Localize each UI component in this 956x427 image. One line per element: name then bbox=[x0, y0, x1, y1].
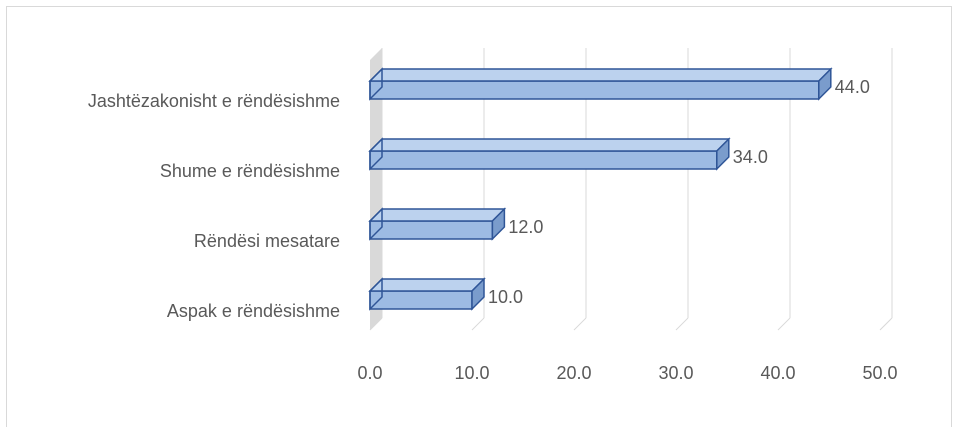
bar-side bbox=[818, 67, 832, 101]
back-wall-strip bbox=[370, 48, 382, 330]
bar-cap bbox=[369, 137, 383, 171]
bar-top bbox=[368, 68, 833, 82]
gridline-floor bbox=[879, 317, 893, 331]
bar-cap bbox=[369, 277, 383, 311]
bar bbox=[368, 277, 486, 311]
bar-front bbox=[369, 80, 820, 100]
bar-front bbox=[369, 220, 494, 240]
gridline-floor bbox=[777, 317, 791, 331]
data-label: 10.0 bbox=[488, 287, 523, 307]
bar-side bbox=[471, 277, 485, 311]
category-labels: Jashtëzakonisht e rëndësishme Shume e rën… bbox=[88, 91, 340, 321]
bar-cap bbox=[369, 67, 383, 101]
bar-cap bbox=[369, 207, 383, 241]
bars bbox=[368, 67, 833, 311]
tick-label: 10.0 bbox=[454, 363, 489, 383]
gridline-floor bbox=[369, 317, 383, 331]
tick-label: 30.0 bbox=[658, 363, 693, 383]
data-label: 34.0 bbox=[733, 147, 768, 167]
chart-back-wall bbox=[370, 48, 382, 330]
tick-label: 50.0 bbox=[862, 363, 897, 383]
bar-chart: Jashtëzakonisht e rëndësishme Shume e rën… bbox=[88, 48, 898, 383]
tick-label: 0.0 bbox=[357, 363, 382, 383]
category-label: Rëndësi mesatare bbox=[194, 231, 340, 251]
tick-label: 20.0 bbox=[556, 363, 591, 383]
bar bbox=[368, 137, 731, 171]
bar-side bbox=[716, 137, 730, 171]
bar bbox=[368, 67, 833, 101]
gridline-floor bbox=[471, 317, 485, 331]
data-label: 12.0 bbox=[508, 217, 543, 237]
gridline-floor bbox=[573, 317, 587, 331]
category-label: Aspak e rëndësishme bbox=[167, 301, 340, 321]
bar-side bbox=[491, 207, 506, 241]
data-labels: 44.0 34.0 12.0 10.0 bbox=[488, 77, 870, 307]
bar-front bbox=[369, 150, 718, 170]
bar-front bbox=[369, 290, 473, 310]
bar-top bbox=[368, 138, 731, 152]
data-label: 44.0 bbox=[835, 77, 870, 97]
bar bbox=[368, 207, 507, 241]
bar-top bbox=[368, 208, 507, 222]
tick-label: 40.0 bbox=[760, 363, 795, 383]
category-label: Jashtëzakonisht e rëndësishme bbox=[88, 91, 340, 111]
x-axis-ticks: 0.0 10.0 20.0 30.0 40.0 50.0 bbox=[357, 363, 897, 383]
bar-top bbox=[368, 278, 486, 292]
category-label: Shume e rëndësishme bbox=[160, 161, 340, 181]
gridline-floor bbox=[675, 317, 689, 331]
